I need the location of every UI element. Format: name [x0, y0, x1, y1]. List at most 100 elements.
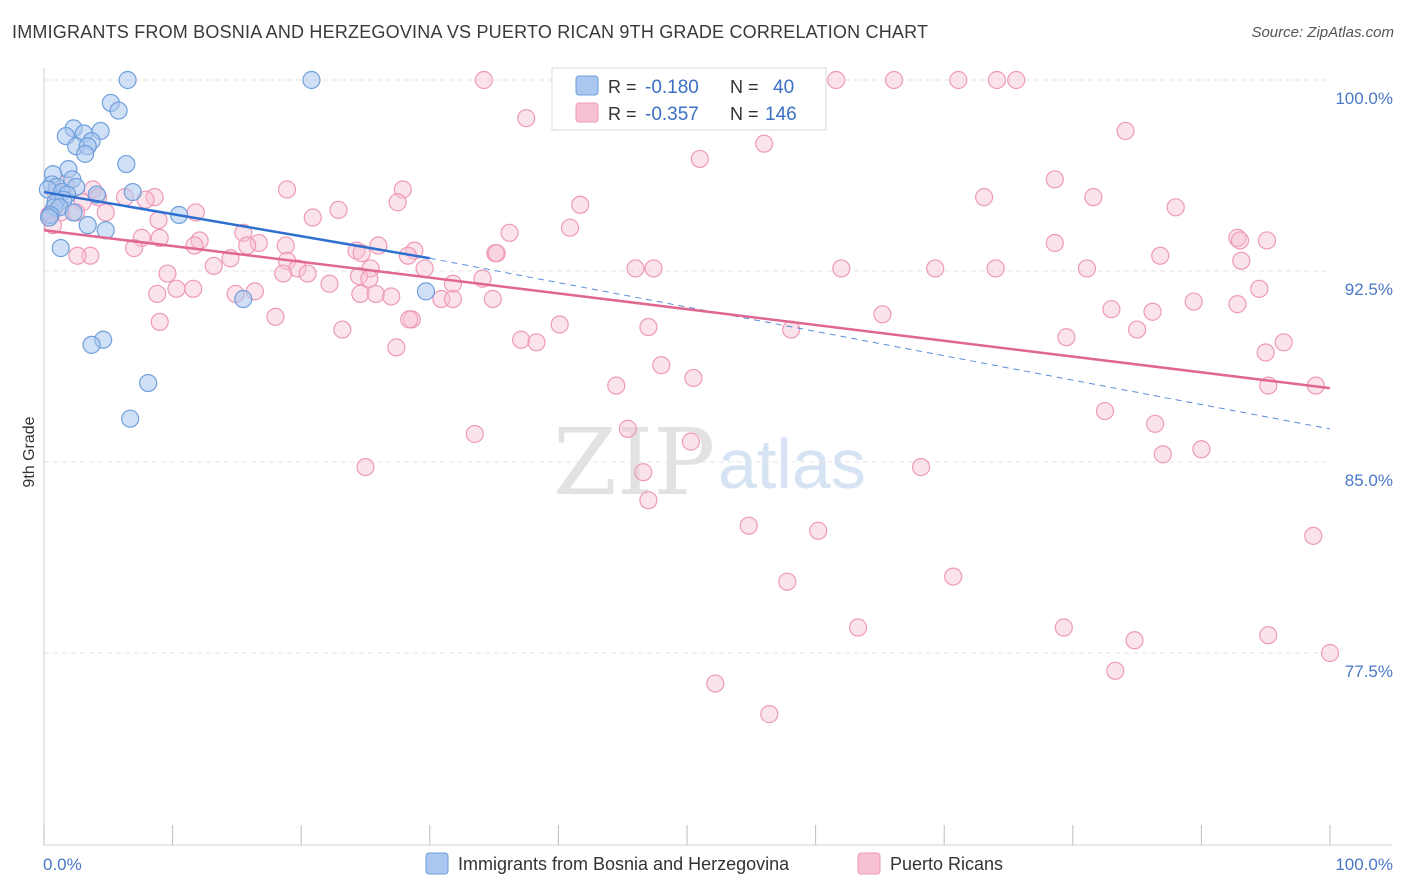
bosnia-point [234, 289, 253, 309]
puerto-ricans-point [1232, 251, 1251, 270]
puerto-ricans-point [634, 463, 653, 482]
puerto-ricans-point [487, 244, 506, 263]
puerto-ricans-point [276, 236, 295, 255]
grid-lines [44, 79, 1330, 654]
puerto-ricans-point [848, 618, 868, 637]
watermark-atlas: atlas [718, 425, 866, 503]
puerto-ricans-point [68, 246, 87, 265]
puerto-ricans-point [167, 279, 186, 298]
puerto-ricans-point [356, 457, 375, 477]
puerto-ricans-point [944, 567, 963, 586]
puerto-ricans-point [873, 305, 892, 324]
puerto-ricans-point [1153, 445, 1172, 464]
puerto-ricans-point [832, 259, 851, 278]
x-tick-label: 100.0% [1335, 855, 1393, 874]
legend-r-value-1: -0.180 [645, 77, 699, 98]
puerto-ricans-point [626, 259, 645, 278]
bosnia-point [302, 70, 321, 90]
puerto-ricans-point [474, 70, 493, 90]
puerto-ricans-point [1146, 414, 1165, 433]
source-label: Source: ZipAtlas.com [1251, 24, 1394, 41]
puerto-ricans-point [443, 274, 463, 293]
puerto-ricans-point [320, 274, 339, 293]
puerto-ricans-point [827, 70, 846, 90]
y-tick-labels: 100.0% 92.5% 85.0% 77.5% [1335, 89, 1393, 681]
puerto-ricans-point [926, 259, 945, 278]
bosnia-point [87, 185, 106, 204]
trend-lines [43, 190, 1331, 430]
puerto-ricans-point [517, 109, 536, 128]
puerto-ricans-point [1102, 300, 1121, 319]
puerto-ricans-point [148, 284, 167, 304]
watermark: ZIP atlas [553, 409, 866, 516]
legend-n-label-2: N = [730, 104, 759, 124]
puerto-ricans-point [382, 287, 401, 306]
legend-r-label-1: R = [608, 77, 637, 97]
puerto-ricans-point [124, 238, 144, 258]
puerto-ricans-point [1166, 198, 1185, 217]
chart-title: IMMIGRANTS FROM BOSNIA AND HERZEGOVINA V… [12, 22, 929, 42]
puerto-ricans-point [1095, 401, 1115, 421]
bosnia-point [78, 216, 97, 235]
puerto-ricans-point [185, 236, 204, 255]
puerto-ricans-point [1116, 121, 1135, 141]
y-tick-label: 77.5% [1345, 662, 1393, 681]
puerto-ricans-point [639, 317, 658, 337]
puerto-ricans-point [571, 195, 590, 214]
x-tick-labels: 0.0% 100.0% [43, 855, 1393, 874]
puerto-ricans-point [184, 279, 203, 298]
puerto-ricans-point [652, 356, 671, 375]
puerto-ricans-point [1054, 618, 1073, 637]
puerto-ricans-point [333, 320, 352, 339]
puerto-ricans-point [560, 218, 580, 237]
puerto-ricans-point [465, 424, 484, 444]
puerto-ricans-point [360, 269, 379, 288]
series-legend-label-bosnia: Immigrants from Bosnia and Herzegovina [458, 854, 790, 874]
puerto-ricans-point [1125, 631, 1144, 650]
bosnia-point [123, 182, 142, 202]
puerto-ricans-point [1151, 246, 1170, 265]
puerto-ricans-point [974, 188, 994, 207]
puerto-ricans-point [1257, 231, 1277, 250]
puerto-ricans-point [150, 312, 169, 332]
bosnia-point [51, 238, 70, 258]
puerto-ricans-point [684, 368, 703, 388]
puerto-ricans-point [149, 210, 168, 230]
bosnia-point [82, 335, 101, 354]
puerto-ricans-point [81, 246, 100, 265]
correlation-legend: R = -0.180 N = 40 R = -0.357 N = 146 [551, 67, 827, 131]
puerto-ricans-point [96, 203, 115, 222]
bosnia-point [118, 70, 137, 90]
puerto-ricans-point [1007, 70, 1026, 90]
puerto-ricans-point [809, 521, 828, 540]
bosnia-trend-extension [429, 257, 1331, 430]
series-legend-swatch-bosnia [425, 852, 449, 875]
bosnia-point [117, 154, 136, 174]
puerto-ricans-point [1230, 231, 1250, 250]
puerto-ricans-point [303, 208, 322, 227]
puerto-ricans-point [352, 244, 371, 263]
puerto-ricans-point [690, 149, 709, 169]
puerto-ricans-point [415, 259, 434, 278]
puerto-ricans-point [884, 70, 904, 90]
puerto-ricans-point [1045, 233, 1064, 253]
bosnia-trend-line [43, 190, 431, 260]
puerto-ricans-point [1106, 661, 1125, 680]
puerto-ricans-point [351, 284, 370, 304]
legend-n-value-2: 146 [765, 104, 797, 125]
puerto-ricans-point [1084, 188, 1103, 207]
puerto-ricans-points [40, 70, 1340, 724]
bosnia-point [139, 373, 158, 393]
puerto-ricans-point [204, 256, 223, 276]
bosnia-point [40, 208, 59, 227]
puerto-ricans-point [483, 289, 502, 309]
puerto-ricans-point [1184, 292, 1203, 311]
bosnia-point [76, 144, 95, 163]
bosnia-points [38, 70, 436, 428]
puerto-ricans-point [266, 307, 285, 326]
bosnia-point [121, 409, 140, 428]
puerto-ricans-point [366, 284, 385, 304]
legend-n-value-1: 40 [773, 77, 794, 98]
puerto-ricans-point [1192, 440, 1211, 459]
